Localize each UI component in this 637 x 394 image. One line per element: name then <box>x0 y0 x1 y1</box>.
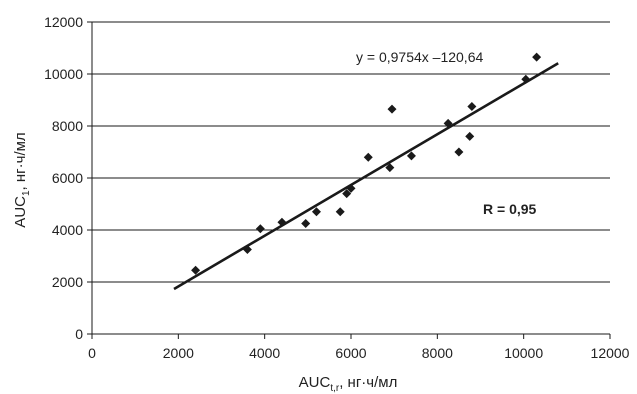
data-point <box>346 183 356 193</box>
y-tick-label: 8000 <box>52 118 83 134</box>
data-point <box>443 118 453 128</box>
data-point <box>191 265 201 275</box>
data-point <box>454 147 464 157</box>
x-tick-label: 4000 <box>249 345 280 361</box>
x-axis-title-unit: , нг·ч/мл <box>339 374 397 391</box>
data-point <box>385 163 395 173</box>
y-tick-labels: 0 2000 4000 6000 8000 10000 12000 <box>44 14 83 342</box>
y-axis-title-main: AUC <box>12 196 29 228</box>
data-point <box>465 131 475 141</box>
axes <box>87 21 611 339</box>
y-axis-title: AUC1, нг·ч/мл <box>12 132 32 227</box>
data-point <box>406 151 416 161</box>
y-axis-title-sub: 1 <box>21 190 32 196</box>
data-point <box>311 207 321 217</box>
y-tick-label: 10000 <box>44 66 83 82</box>
data-points <box>191 52 542 275</box>
x-tick-label: 12000 <box>591 345 630 361</box>
y-tick-label: 2000 <box>52 274 83 290</box>
y-axis-title-unit: , нг·ч/мл <box>12 132 29 190</box>
data-point <box>521 74 531 84</box>
x-axis-title-sub: t,r <box>330 383 340 394</box>
data-point <box>242 245 252 254</box>
equation-annotation: y = 0,9754x –120,64 <box>356 49 483 65</box>
x-tick-labels: 0 2000 4000 6000 8000 10000 12000 <box>88 345 630 361</box>
grid-lines <box>92 21 610 283</box>
data-point <box>277 217 287 227</box>
data-point <box>301 219 311 228</box>
x-axis-title-main: AUC <box>299 374 331 391</box>
data-point <box>532 52 542 62</box>
y-tick-label: 12000 <box>44 14 83 30</box>
data-point <box>467 102 477 111</box>
trendline <box>173 62 559 291</box>
trendline-group <box>173 62 559 291</box>
x-axis-title: AUCt,r, нг·ч/мл <box>299 374 398 394</box>
x-tick-label: 0 <box>88 345 96 361</box>
x-tick-label: 8000 <box>422 345 453 361</box>
data-point <box>363 152 373 162</box>
x-tick-label: 2000 <box>163 345 194 361</box>
y-tick-label: 6000 <box>52 170 83 186</box>
x-tick-label: 6000 <box>335 345 366 361</box>
x-tick-label: 10000 <box>504 345 543 361</box>
y-tick-label: 0 <box>75 326 83 342</box>
data-point <box>387 104 397 114</box>
data-point <box>255 224 265 234</box>
data-point <box>342 189 352 199</box>
r-value-annotation: R = 0,95 <box>483 201 537 217</box>
y-tick-label: 4000 <box>52 222 83 238</box>
data-point <box>335 207 345 217</box>
